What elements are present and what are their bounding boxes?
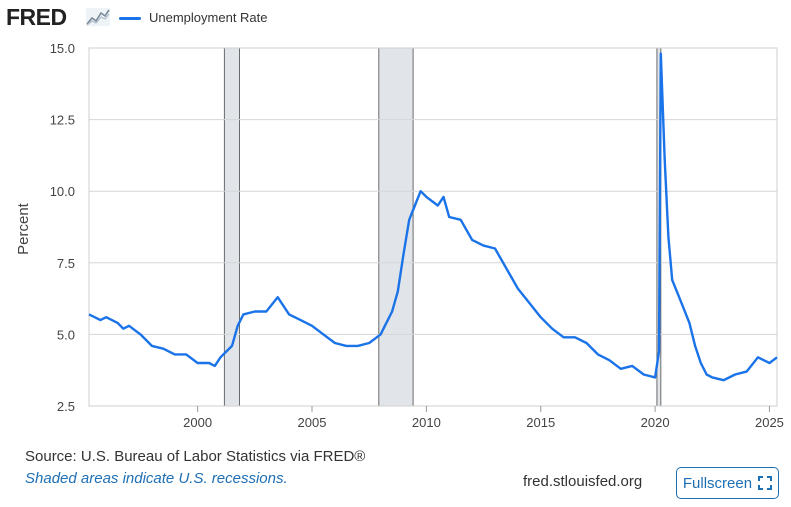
y-axis-ticks: 2.5 5.0 7.5 10.0 12.5 15.0 <box>50 41 75 414</box>
recession-band <box>224 48 240 406</box>
gridlines <box>89 47 777 407</box>
y-tick-label: 5.0 <box>57 327 75 342</box>
plot-frame <box>88 47 778 407</box>
x-tick-label: 2005 <box>298 415 327 430</box>
recession-note: Shaded areas indicate U.S. recessions. <box>25 470 288 487</box>
x-tick-label: 2000 <box>183 415 212 430</box>
y-tick-label: 2.5 <box>57 399 75 414</box>
fred-logo: FRED <box>6 4 67 30</box>
expand-icon <box>758 476 773 490</box>
site-url: fred.stlouisfed.org <box>523 473 643 490</box>
x-tick-label: 2020 <box>641 415 670 430</box>
y-tick-label: 15.0 <box>50 41 75 56</box>
series-layer <box>88 52 778 382</box>
y-tick-label: 10.0 <box>50 184 75 199</box>
unemployment-rate-line <box>88 52 778 382</box>
x-tick-label: 2025 <box>755 415 784 430</box>
chart-header: FRED Unemployment Rate <box>0 0 791 34</box>
chart: 2.55.07.510.012.515.0 2000 2005 2010 2015 20… <box>15 41 784 430</box>
y-tick-label: 12.5 <box>50 113 75 128</box>
x-tick-label: 2015 <box>526 415 555 430</box>
fred-graph-icon <box>86 8 110 26</box>
x-axis-ticks: 2000 2005 2010 2015 2020 2025 <box>183 406 784 430</box>
fullscreen-button[interactable]: Fullscreen <box>676 467 779 499</box>
y-tick-label: 7.5 <box>57 256 75 271</box>
x-tick-label: 2010 <box>412 415 441 430</box>
y-axis-title: Percent <box>15 202 32 255</box>
legend-swatch <box>119 17 141 20</box>
source-text: Source: U.S. Bureau of Labor Statistics … <box>25 448 366 465</box>
legend-label: Unemployment Rate <box>149 10 268 25</box>
fullscreen-label: Fullscreen <box>682 474 753 492</box>
